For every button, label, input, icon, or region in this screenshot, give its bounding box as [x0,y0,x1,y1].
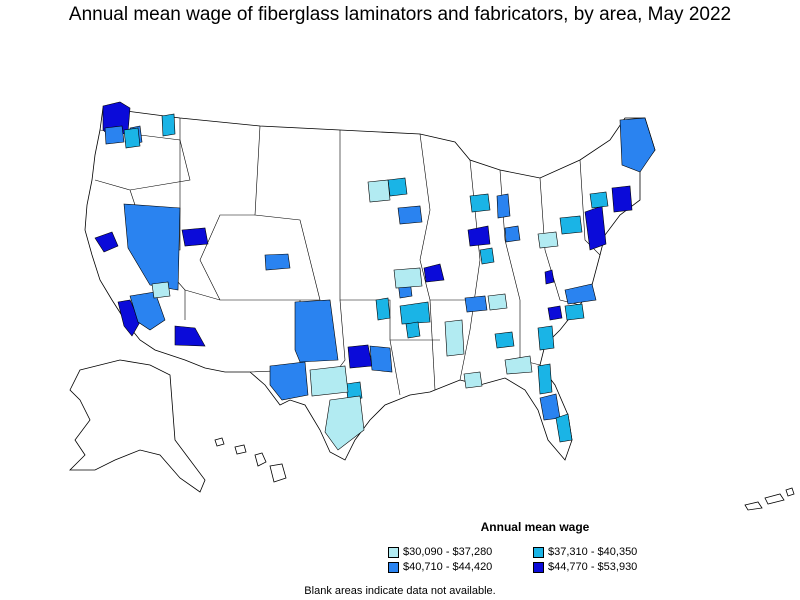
area-kansas-city [423,263,445,283]
legend-item-4: $44,770 - $53,930 [533,561,637,573]
hawaii-island-2 [234,444,247,455]
legend-swatch [388,561,399,573]
wage-areas [94,101,656,451]
area-ohio [504,225,521,243]
territory-islands [744,487,795,511]
area-iowa [397,205,423,225]
area-wisconsin [469,193,491,213]
area-boston [611,185,633,213]
area-portland [123,127,141,149]
legend-title: Annual mean wage [480,520,590,534]
area-west-texas [294,299,339,363]
area-kansas [393,267,423,289]
area-san-antonio [345,381,363,401]
area-north-carolina [564,303,585,321]
area-tennessee [464,295,488,313]
area-pennsylvania [559,215,583,235]
area-oklahoma [375,297,391,321]
area-texas-south [269,361,309,401]
area-indiana [479,247,495,265]
area-alabama [463,371,483,389]
area-florida-east [537,363,553,395]
area-salt-lake [181,227,209,247]
legend-label: $40,710 - $44,420 [403,561,493,573]
area-north-texas [369,345,393,373]
area-florida-south [555,413,573,443]
area-michigan [496,193,511,219]
area-nyc-nj [584,205,607,251]
area-maine [619,117,656,173]
area-minnesota [387,177,408,197]
area-texas-gulf [324,395,365,451]
area-phoenix [174,325,206,347]
area-texas-central [309,365,349,397]
area-arkansas-2 [405,321,421,339]
area-spokane [161,113,176,137]
area-kentucky [487,293,508,311]
legend-label: $37,310 - $40,350 [548,546,638,558]
area-arizona-north [151,281,171,299]
legend-item-2: $37,310 - $40,350 [533,546,637,558]
area-mississippi [444,319,465,357]
legend-swatch [533,546,544,558]
legend-swatch [533,561,544,573]
hawaii-island-4 [269,463,287,483]
area-chicago [467,225,491,247]
area-southern-california [129,291,166,331]
area-colorado [264,253,291,271]
legend-swatch [388,546,399,558]
legend-item-1: $30,090 - $37,280 [388,546,492,558]
legend-label: $44,770 - $53,930 [548,561,638,573]
area-north-dakota [367,179,391,203]
alaska-outline [69,359,206,493]
area-south-carolina [537,325,555,351]
legend-item-3: $40,710 - $44,420 [388,561,492,573]
map-title: Annual mean wage of fiberglass laminator… [68,4,732,25]
area-oregon [104,125,125,145]
area-arkansas [399,301,431,325]
area-new-york [589,191,609,209]
area-virginia [564,283,597,305]
footnote: Blank areas indicate data not available. [304,585,496,597]
area-wv [544,269,555,285]
area-los-angeles [117,299,141,337]
hawaii-island-1 [214,437,225,447]
area-pennsylvania-west [537,231,559,249]
area-sacramento-bay [94,231,119,253]
area-georgia-south [504,355,533,375]
area-charlotte [547,305,563,321]
legend-label: $30,090 - $37,280 [403,546,493,558]
hawaii-island-3 [254,452,267,467]
area-dallas [347,344,373,369]
area-georgia [494,331,515,349]
